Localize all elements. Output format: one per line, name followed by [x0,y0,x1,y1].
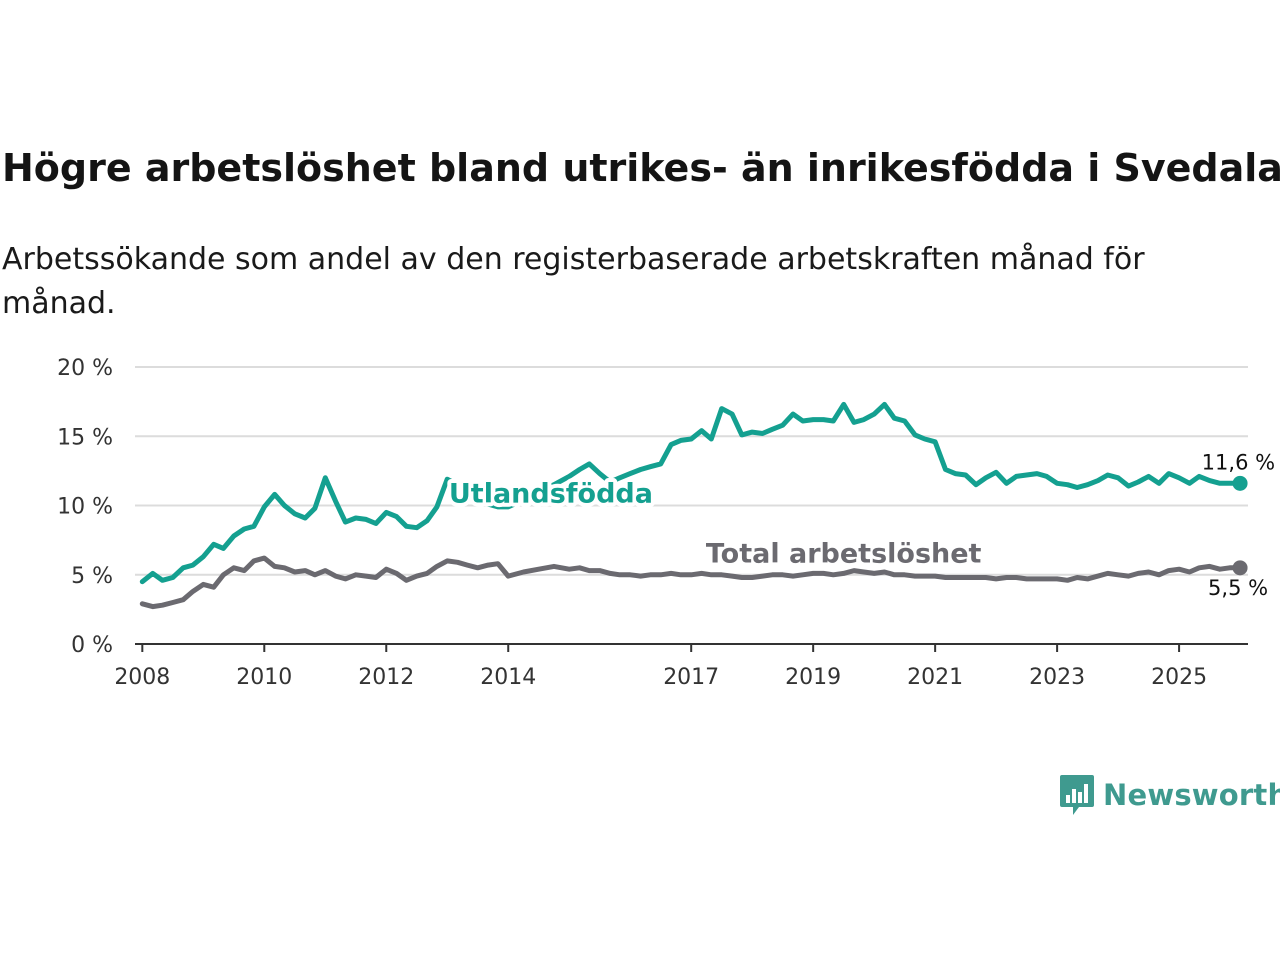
x-tick-label: 2019 [785,665,841,690]
series-end-point [1232,560,1248,576]
series-end-value-label: 5,5 % [1208,576,1268,600]
x-tick-label: 2021 [907,665,963,690]
chart-title: Högre arbetslöshet bland utrikes- än inr… [2,146,1280,190]
y-tick-label: 20 % [57,356,113,381]
series-labels: Utlandsfödda Total arbetslöshet 11,6 % 5,5 … [445,448,1278,602]
newsworthy-logo: Newsworthy [1059,773,1280,817]
series-line [139,555,1243,610]
x-tick-label: 2017 [663,665,719,690]
x-tick-label: 2010 [236,665,292,690]
y-tick-label: 10 % [57,495,113,520]
gridlines [135,366,1248,576]
series-name-label: Utlandsfödda [449,479,653,510]
series-name-label: Total arbetslöshet [706,538,982,569]
x-tick-label: 2008 [114,665,170,690]
chart-subtitle: Arbetssökande som andel av den registerb… [2,242,1145,321]
x-tick-label: 2012 [358,665,414,690]
x-axis-ticks: 2008 2010 2012 2014 2017 2019 2021 2023 2025 [114,644,1207,690]
line-chart: 0 %5 %10 %15 %20 % 2008 2010 2012 2014 2017 2… [57,356,1278,690]
bar-chart-speech-bubble-icon [1060,775,1094,815]
x-tick-label: 2025 [1151,665,1207,690]
x-tick-label: 2023 [1029,665,1085,690]
brand-name: Newsworthy [1103,778,1280,812]
series-end-value-label: 11,6 % [1202,450,1275,474]
y-axis-tick-labels: 0 % 5 % 10 % 15 % 20 % [57,356,113,658]
series-line [139,401,1243,585]
series-end-point [1232,475,1248,491]
x-tick-label: 2014 [480,665,536,690]
y-tick-label: 0 % [71,633,113,658]
y-tick-label: 15 % [57,425,113,450]
y-tick-label: 5 % [71,564,113,589]
series-lines [139,401,1248,610]
